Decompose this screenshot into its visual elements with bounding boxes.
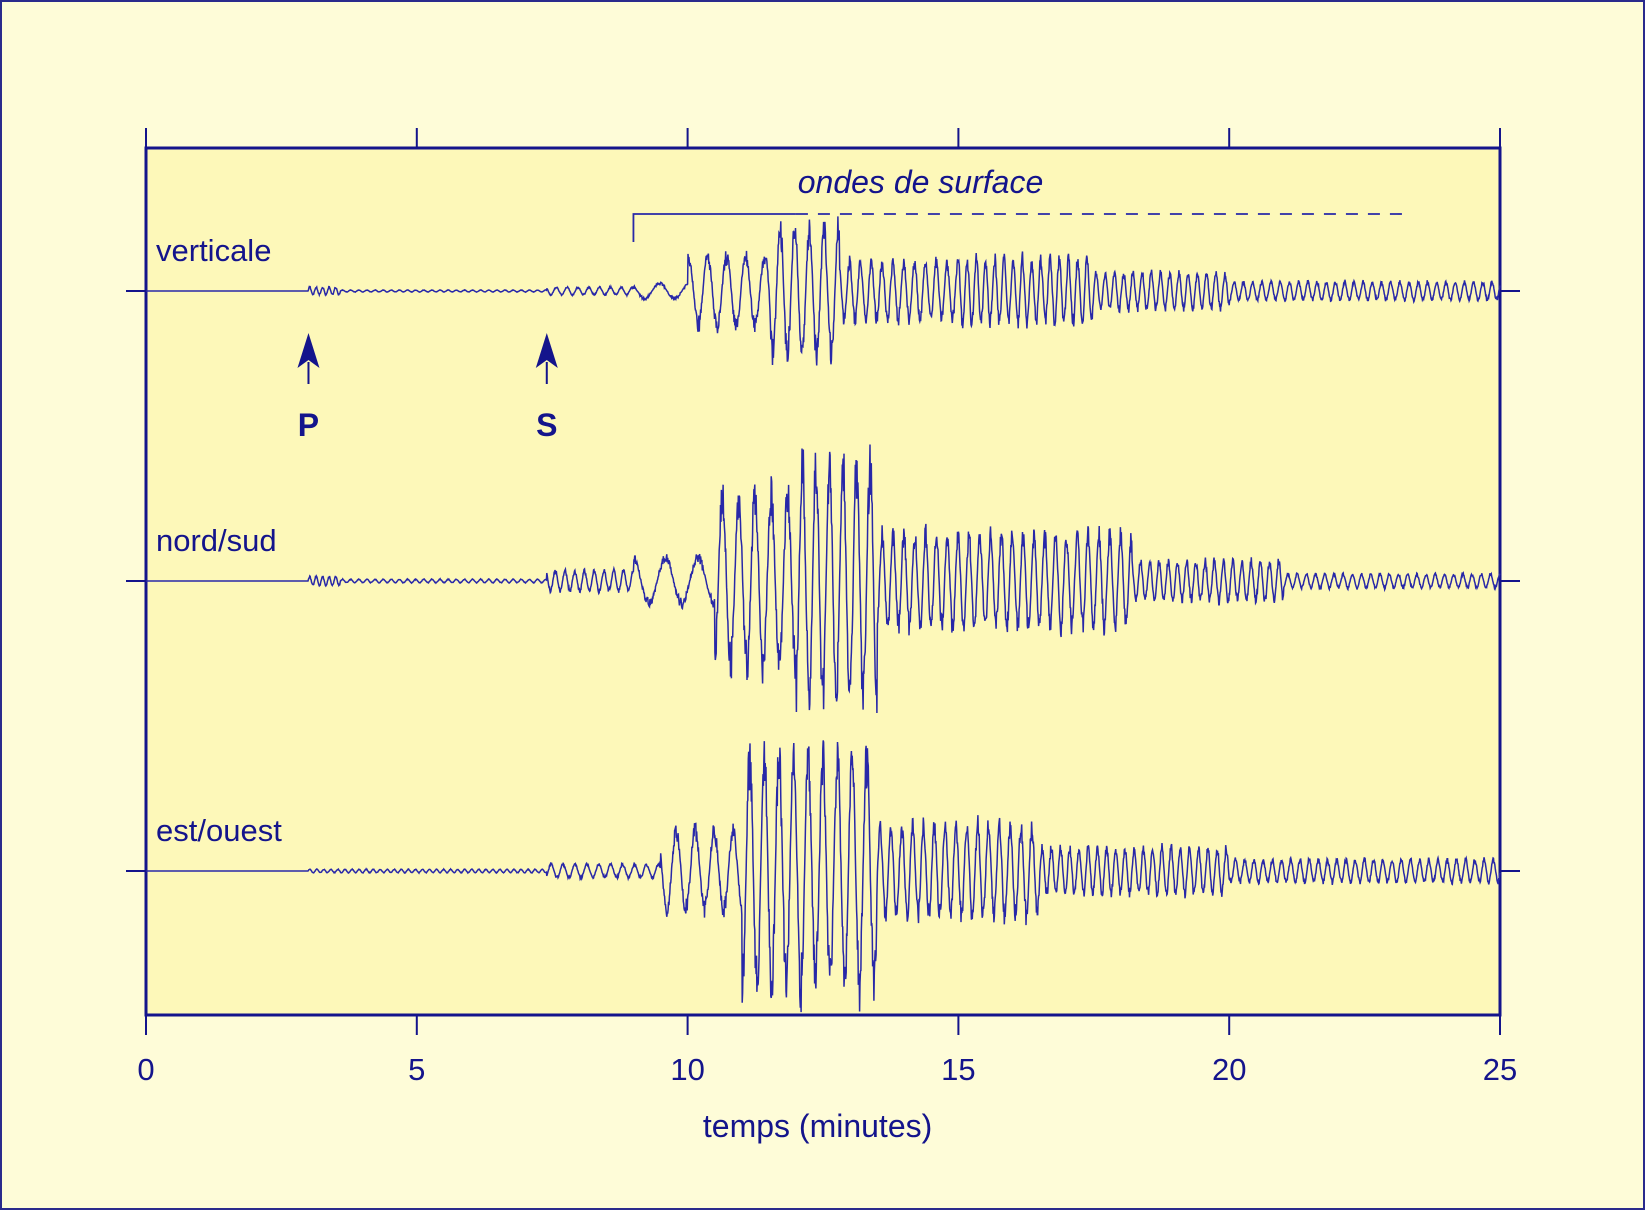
axis-ticks (145, 128, 1501, 1035)
x-tick-label: 15 (941, 1052, 975, 1087)
seismogram-trace-2 (146, 740, 1501, 1013)
x-axis-label: temps (minutes) (703, 1108, 932, 1144)
trace-label-verticale: verticale (156, 233, 271, 268)
traces (126, 216, 1520, 1013)
x-tick-label: 25 (1483, 1052, 1517, 1087)
seismogram-trace-1 (146, 444, 1501, 714)
p-wave-arrow (297, 333, 320, 384)
x-tick-label: 20 (1212, 1052, 1246, 1087)
surface-waves-bracket (632, 213, 1408, 242)
s-wave-label: S (536, 407, 557, 443)
x-tick-label: 5 (408, 1052, 425, 1087)
trace-label-est-ouest: est/ouest (156, 813, 282, 848)
x-tick-label: 0 (137, 1052, 154, 1087)
seismogram-trace-0 (146, 216, 1501, 366)
s-wave-arrow (535, 333, 558, 384)
trace-label-nord-sud: nord/sud (156, 523, 277, 558)
p-wave-label: P (298, 407, 319, 443)
x-tick-label: 10 (670, 1052, 704, 1087)
surface-waves-label: ondes de surface (798, 164, 1044, 200)
